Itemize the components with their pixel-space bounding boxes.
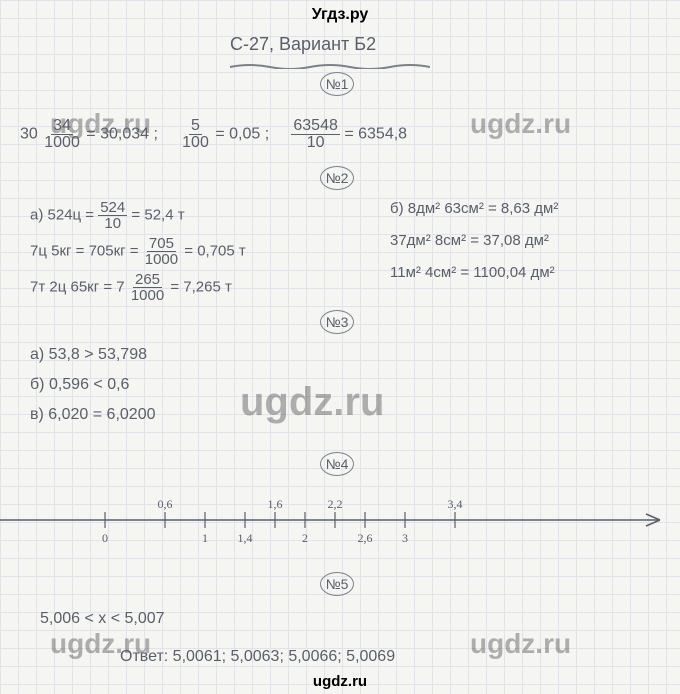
svg-text:3: 3	[402, 531, 408, 545]
problem-2a-line2: 7ц 5кг = 705кг = 7051000 = 0,705 т	[30, 236, 246, 267]
svg-text:0: 0	[102, 531, 108, 545]
problem-1-badge: №1	[320, 72, 354, 96]
page-content: Угдз.ру ugdz.ru ugdz.ru ugdz.ru ugdz.ru …	[0, 0, 680, 694]
problem-1-line: 30 341000 = 30,034 ; 5100 = 0,05 ; 63548…	[20, 118, 407, 151]
problem-2a-line3: 7т 2ц 65кг = 7 2651000 = 7,265 т	[30, 272, 232, 303]
problem-2-badge: №2	[320, 166, 354, 190]
problem-2b-line3: 11м² 4см² = 1100,04 дм²	[390, 264, 555, 281]
svg-text:1,4: 1,4	[238, 531, 253, 545]
problem-3a: а) 53,8 > 53,798	[30, 346, 147, 364]
problem-5-inequality: 5,006 < x < 5,007	[40, 610, 165, 628]
problem-2b-line1: б) 8дм² 63см² = 8,63 дм²	[390, 200, 558, 217]
problem-3-badge: №3	[320, 310, 354, 334]
problem-3b: б) 0,596 < 0,6	[30, 376, 129, 394]
problem-5-answer: Ответ: 5,0061; 5,0063; 5,0066; 5,0069	[120, 648, 395, 666]
number-line: 0,6 1,6 2,2 3,4 0 1 1,4 2 2,6 3	[0, 480, 680, 550]
watermark: ugdz.ru	[470, 628, 571, 660]
problem-2b-line2: 37дм² 8см² = 37,08 дм²	[390, 232, 549, 249]
problem-3c: в) 6,020 = 6,0200	[30, 406, 155, 424]
svg-text:1,6: 1,6	[268, 497, 283, 511]
site-header: Угдз.ру	[312, 6, 369, 24]
site-footer: ugdz.ru	[313, 673, 367, 690]
title-underline	[230, 56, 430, 62]
problem-4-badge: №4	[320, 452, 354, 476]
watermark: ugdz.ru	[240, 380, 384, 425]
svg-text:2,6: 2,6	[358, 531, 373, 545]
watermark: ugdz.ru	[470, 108, 571, 140]
svg-text:2,2: 2,2	[328, 497, 343, 511]
problem-5-badge: №5	[320, 572, 354, 596]
svg-text:1: 1	[202, 531, 208, 545]
page-title: С-27, Вариант Б2	[230, 34, 376, 55]
svg-text:3,4: 3,4	[448, 497, 463, 511]
problem-2a-line1: a) 524ц = 52410 = 52,4 т	[30, 200, 185, 231]
svg-text:0,6: 0,6	[158, 497, 173, 511]
svg-text:2: 2	[302, 531, 308, 545]
